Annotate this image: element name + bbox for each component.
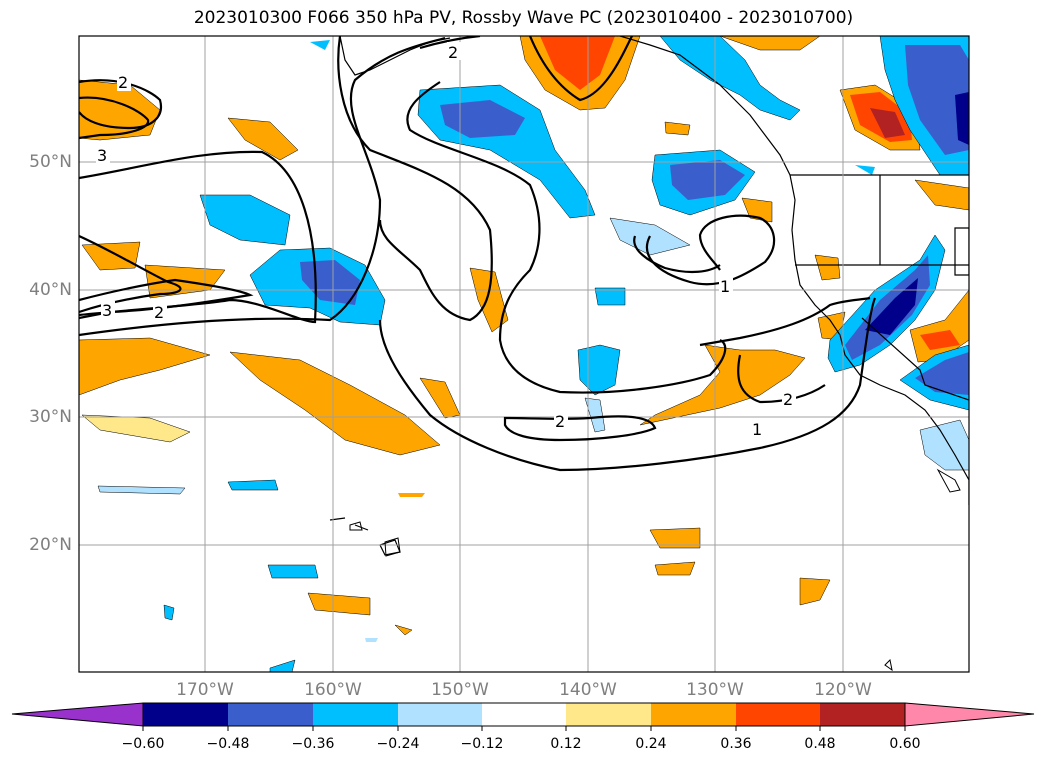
colorbar <box>11 702 1035 731</box>
colorbar-tick: −0.60 <box>121 736 165 752</box>
contour-label: 3 <box>97 146 107 165</box>
colorbar-bin <box>736 703 820 726</box>
contour-label: 2 <box>118 73 128 92</box>
lon-label-160w: 160°W <box>304 680 362 700</box>
lon-label-170w: 170°W <box>176 680 234 700</box>
map-title: 2023010300 F066 350 hPa PV, Rossby Wave … <box>193 8 854 28</box>
colorbar-tick: −0.36 <box>291 736 335 752</box>
colorbar-bin <box>143 703 228 726</box>
contour-labels: 2 2 3 3 2 1 2 2 1 <box>96 42 796 439</box>
colorbar-tick: −0.24 <box>376 736 420 752</box>
colorbar-bin <box>820 703 905 726</box>
colorbar-tick: 0.36 <box>720 736 752 752</box>
lat-label-40n: 40°N <box>29 280 72 300</box>
lon-label-120w: 120°W <box>814 680 872 700</box>
colorbar-tick: 0.60 <box>889 736 921 752</box>
colorbar-tick: 0.48 <box>804 736 836 752</box>
lon-label-130w: 130°W <box>686 680 744 700</box>
colorbar-extend-min <box>11 702 144 727</box>
colorbar-bin <box>313 703 398 726</box>
colorbar-tick: −0.12 <box>460 736 504 752</box>
graticule <box>79 36 969 672</box>
contour-label: 2 <box>783 390 793 409</box>
island-outlines <box>349 468 961 672</box>
colorbar-bin <box>228 703 313 726</box>
lat-label-20n: 20°N <box>29 535 72 555</box>
lon-label-150w: 150°W <box>431 680 489 700</box>
colorbar-bin <box>566 703 651 726</box>
colorbar-bin <box>651 703 736 726</box>
colorbar-extend-max <box>904 702 1035 727</box>
colorbar-tick: −0.48 <box>206 736 250 752</box>
map-plot-area <box>79 36 969 672</box>
colorbar-tick: 0.24 <box>635 736 667 752</box>
colorbar-bin <box>482 703 566 726</box>
lon-label-140w: 140°W <box>559 680 617 700</box>
contour-label: 2 <box>154 303 164 322</box>
colorbar-bin <box>398 703 482 726</box>
contour-label: 2 <box>448 43 458 62</box>
plot-frame <box>78 35 970 673</box>
contour-label: 3 <box>102 301 112 320</box>
lat-label-50n: 50°N <box>29 152 72 172</box>
pv-contours <box>79 36 877 472</box>
lat-label-30n: 30°N <box>29 407 72 427</box>
contour-label: 1 <box>752 420 762 439</box>
contour-label: 1 <box>720 277 730 296</box>
colorbar-tick: 0.12 <box>550 736 582 752</box>
contour-label: 2 <box>555 412 565 431</box>
